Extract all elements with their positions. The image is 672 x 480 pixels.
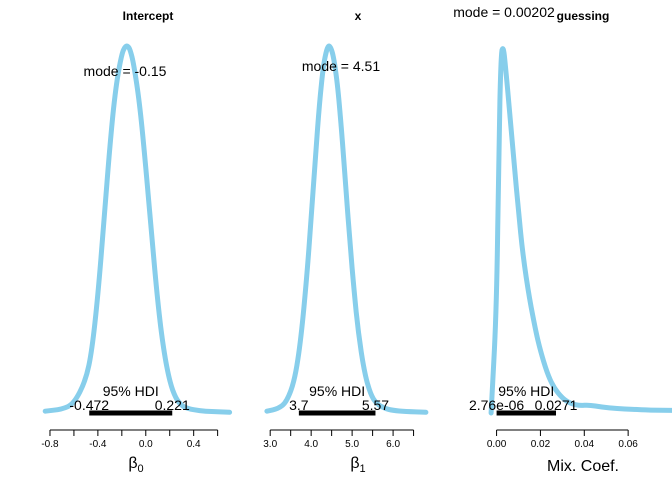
density-curve <box>488 46 672 416</box>
x-tick-label: 6.0 <box>386 439 400 450</box>
hdi-label: 95% HDI <box>103 383 159 399</box>
panel-title: Intercept <box>123 9 174 23</box>
mode-label: mode = 4.51 <box>302 58 380 74</box>
x-axis: 0.00 0.02 0.04 0.06 <box>487 429 638 450</box>
x-axis: 3.0 4.0 5.0 6.0 <box>263 429 415 450</box>
x-tick-label: 4.0 <box>304 439 318 450</box>
x-tick-label: 0.02 <box>531 439 551 450</box>
x-tick-label: -0.4 <box>89 439 107 450</box>
x-tick-label: 0.06 <box>618 439 638 450</box>
panel-title: guessing <box>557 9 610 23</box>
density-curve <box>42 43 233 415</box>
x-axis-label-main: β <box>128 455 137 472</box>
x-tick-label: 3.0 <box>263 439 277 450</box>
mode-label: mode = -0.15 <box>84 63 167 79</box>
x-axis-label: β1 <box>350 455 365 475</box>
density-curve <box>264 43 429 415</box>
hdi-low-label: 3.7 <box>289 397 309 413</box>
x-axis-label-subscript: 1 <box>360 463 366 475</box>
x-axis-label-main: β <box>350 455 359 472</box>
x-axis-label-main: Mix. Coef. <box>547 458 619 475</box>
hdi-high-label: 0.0271 <box>535 397 578 413</box>
x-tick-label: 0.04 <box>575 439 595 450</box>
hdi-low-label: 2.76e-06 <box>469 397 524 413</box>
x-tick-label: 5.0 <box>345 439 359 450</box>
hdi-low-label: -0.472 <box>69 397 109 413</box>
hdi-label: 95% HDI <box>309 383 365 399</box>
x-tick-label: 0.0 <box>139 439 153 450</box>
x-axis-label: β0 <box>128 455 143 475</box>
hdi-high-label: 0.221 <box>155 397 190 413</box>
x-tick-label: -0.8 <box>41 439 59 450</box>
x-tick-label: 0.00 <box>487 439 507 450</box>
x-axis-label: Mix. Coef. <box>547 458 619 475</box>
x-axis-label-subscript: 0 <box>138 463 144 475</box>
hdi-label: 95% HDI <box>498 383 554 399</box>
x-axis: -0.8 -0.4 0.0 0.4 <box>41 429 219 450</box>
panel-title: x <box>355 9 362 23</box>
panel-guessing: guessing mode = 0.00202 95% HDI 2.76e-06… <box>453 4 672 475</box>
mode-label: mode = 0.00202 <box>453 4 555 20</box>
panel-intercept: Intercept mode = -0.15 95% HDI -0.472 0.… <box>41 9 233 475</box>
panel-x: x mode = 4.51 95% HDI 3.7 5.57 3.0 4.0 5.0… <box>263 9 429 475</box>
hdi-high-label: 5.57 <box>362 397 389 413</box>
x-tick-label: 0.4 <box>187 439 201 450</box>
